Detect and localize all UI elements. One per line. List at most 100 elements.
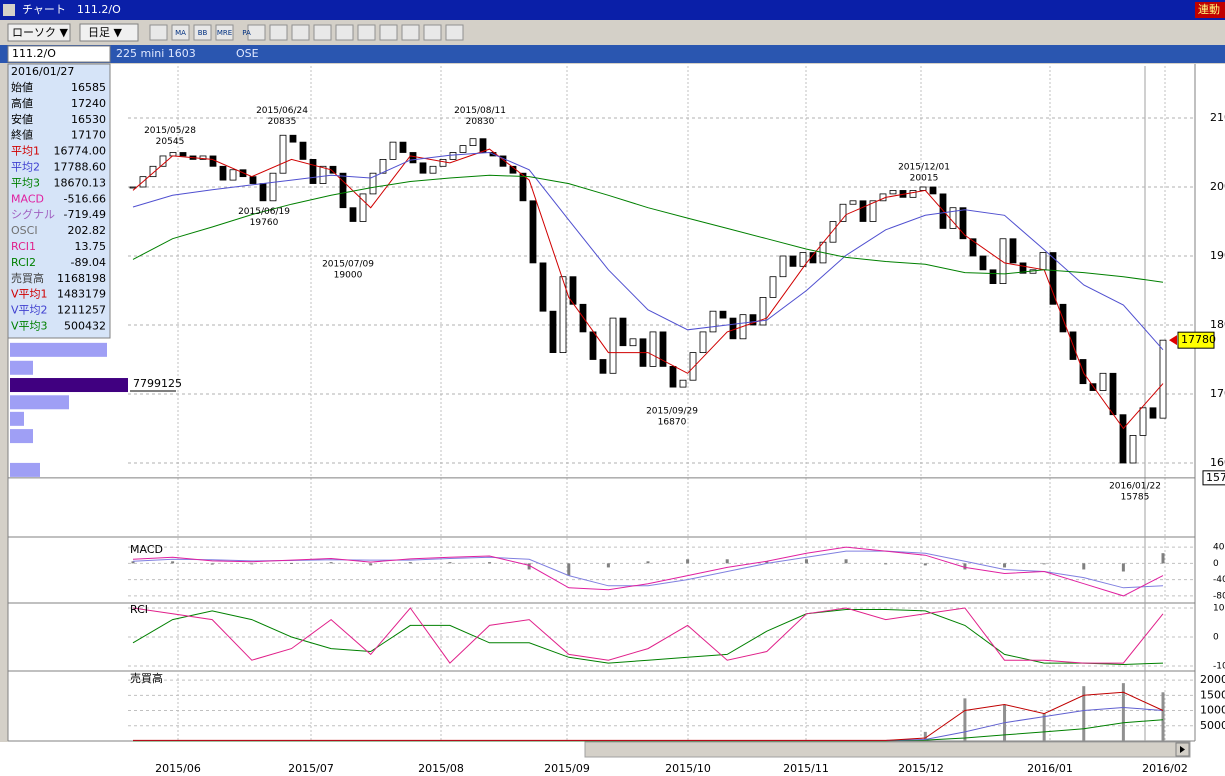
rci-tick-label: -100 (1213, 662, 1225, 672)
toolbar-icon[interactable] (247, 24, 266, 41)
symbol-code[interactable]: 111.2/O (12, 47, 56, 60)
candle (469, 138, 477, 146)
info-value: -89.04 (71, 256, 106, 269)
toolbar-icon[interactable] (171, 24, 190, 41)
toolbar-icon[interactable] (291, 24, 310, 41)
toolbar-icon-label[interactable]: BB (198, 29, 208, 37)
toolbar-icon[interactable] (269, 24, 288, 41)
candle (359, 193, 367, 222)
candle (1129, 434, 1137, 464)
candle (1139, 407, 1147, 436)
candle (409, 152, 417, 164)
scrollbar[interactable] (584, 741, 1191, 758)
info-value: 16774.00 (54, 145, 107, 158)
volume-profile-max-label: 7799125 (133, 377, 182, 390)
candle (599, 359, 607, 374)
volume-profile-bar (10, 360, 33, 375)
info-label: V平均1 (11, 288, 48, 301)
macd-histogram-bar (765, 561, 769, 564)
toolbar-icon[interactable] (215, 24, 234, 41)
macd-histogram-bar (369, 563, 373, 566)
macd-histogram-bar (210, 563, 214, 565)
annotation-value: 20835 (268, 117, 297, 127)
candle (679, 379, 687, 388)
volume-profile-bar (10, 462, 41, 477)
candle (589, 331, 597, 360)
candle (269, 172, 277, 202)
price-tick-label: 18000 (1210, 318, 1225, 331)
volume-bar (923, 731, 927, 741)
toolbar-icon[interactable] (423, 24, 442, 41)
candle (789, 255, 797, 267)
candle (439, 158, 447, 167)
annotation-date: 2016/01/22 (1109, 481, 1161, 491)
candle (169, 152, 177, 157)
toolbar-icon-label[interactable]: MRE (217, 29, 232, 37)
candle (369, 172, 377, 195)
chart-type-dropdown[interactable] (7, 23, 71, 42)
macd-histogram-bar (646, 561, 650, 564)
macd-histogram-bar (527, 563, 531, 570)
info-value: -719.49 (64, 208, 106, 221)
macd-tick-label: -400 (1213, 575, 1225, 585)
x-axis-label: 2016/01 (1027, 762, 1073, 775)
toolbar-icon[interactable] (379, 24, 398, 41)
info-value: 202.82 (68, 224, 107, 237)
info-label: RCI2 (11, 256, 36, 269)
low-price-label: 15785 (1206, 471, 1225, 484)
info-label: MACD (11, 192, 44, 205)
toolbar-icon[interactable] (313, 24, 332, 41)
symbol-input[interactable] (7, 45, 111, 63)
candle (389, 141, 397, 160)
link-badge-text[interactable]: 連動 (1198, 2, 1220, 16)
candle (849, 200, 857, 205)
info-label: V平均3 (11, 320, 48, 333)
candle (1099, 372, 1107, 391)
macd-histogram-bar (171, 561, 175, 564)
macd-histogram-bar (408, 562, 412, 564)
annotation-date: 2015/06/19 (238, 207, 290, 217)
period-text[interactable]: 日足 ▼ (88, 26, 122, 39)
toolbar-icon-label[interactable]: MA (175, 29, 186, 37)
candle (839, 203, 847, 222)
x-axis-label: 2015/11 (783, 762, 829, 775)
link-badge[interactable] (1195, 2, 1225, 18)
candle (429, 165, 437, 174)
candle (929, 186, 937, 195)
macd-histogram-bar (1121, 563, 1125, 572)
info-value: 13.75 (75, 240, 107, 253)
candle (579, 303, 587, 333)
toolbar-icon[interactable] (149, 24, 168, 41)
candle (799, 252, 807, 267)
toolbar-icon-label[interactable]: PA (242, 29, 251, 37)
candle (519, 172, 527, 202)
toolbar-icon[interactable] (357, 24, 376, 41)
macd-label: MACD (130, 543, 163, 556)
last-price-label: 17780 (1181, 333, 1216, 346)
annotation-date: 2015/07/09 (322, 260, 374, 270)
symbol-bar (0, 45, 1225, 63)
macd-histogram-bar (963, 563, 967, 570)
toolbar-icon[interactable] (335, 24, 354, 41)
period-dropdown[interactable] (79, 23, 139, 42)
toolbar-icon[interactable] (193, 24, 212, 41)
candle (909, 190, 917, 198)
volume-label: 売買高 (130, 671, 163, 685)
info-value: 17788.60 (54, 161, 107, 174)
toolbar-icon[interactable] (445, 24, 464, 41)
candle (149, 165, 157, 178)
annotation-value: 19760 (250, 218, 279, 228)
candle (419, 162, 427, 174)
candle (349, 207, 357, 222)
info-value: 18670.13 (54, 176, 107, 189)
candle (719, 310, 727, 319)
rci1-line (132, 607, 1164, 664)
info-label: 安値 (11, 112, 33, 126)
toolbar-icon[interactable] (401, 24, 420, 41)
moving-average-line (132, 174, 1164, 283)
candle (1089, 383, 1097, 391)
candle (969, 238, 977, 257)
macd-line (132, 546, 1164, 597)
chart-type-text[interactable]: ローソク ▼ (12, 26, 68, 39)
candle (219, 165, 227, 181)
